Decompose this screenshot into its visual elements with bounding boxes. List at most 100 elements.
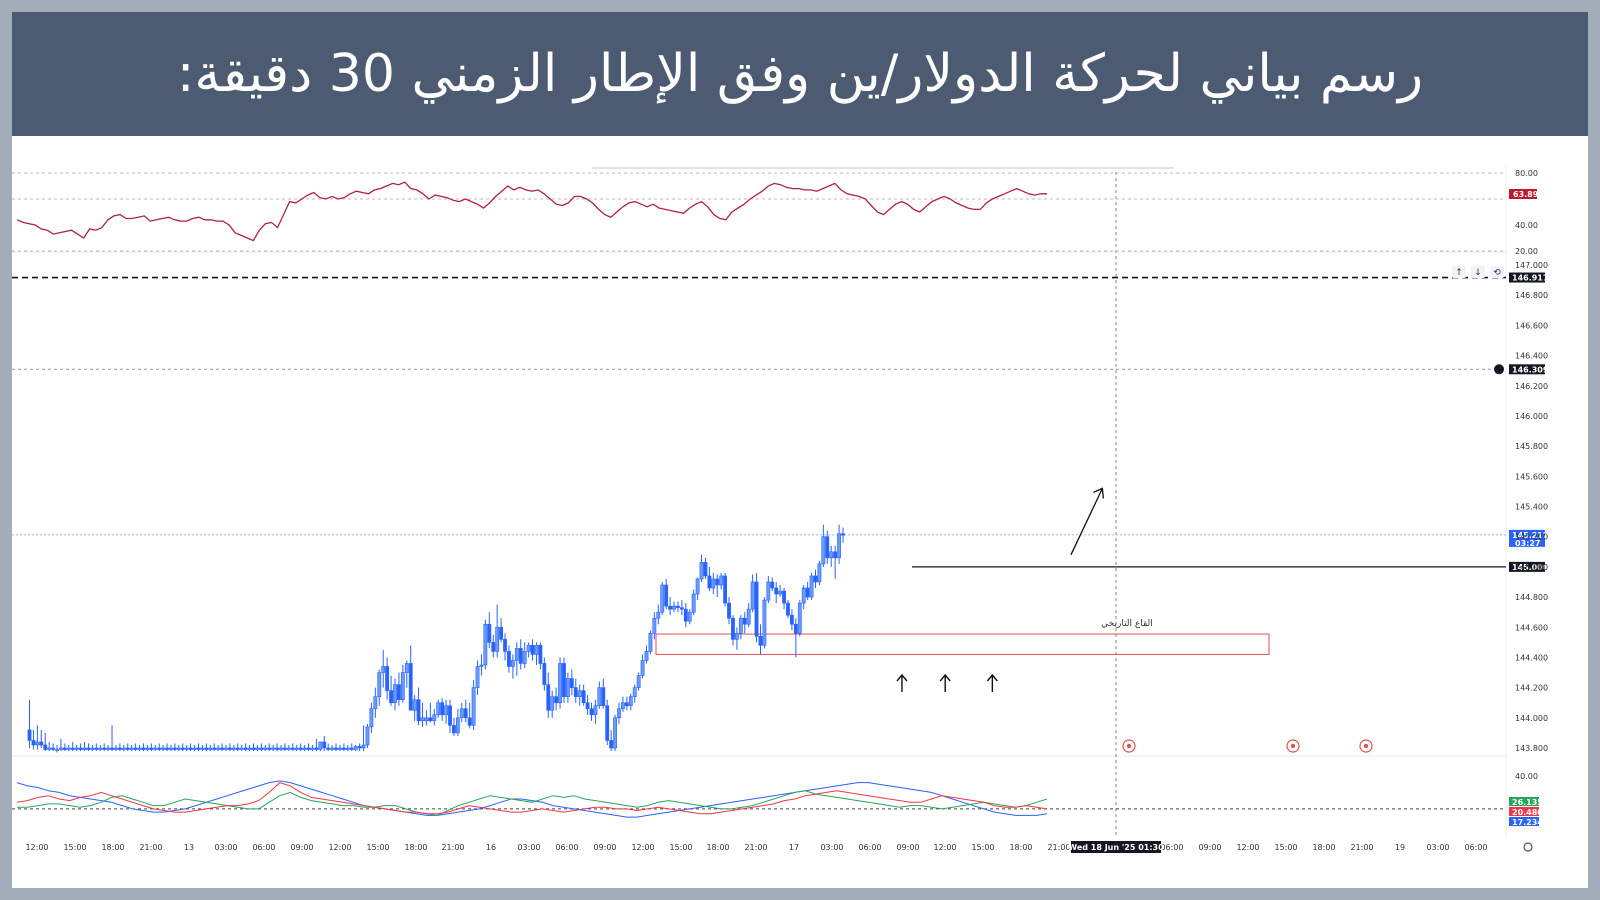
candle-body <box>70 747 75 750</box>
candle-body <box>141 747 146 750</box>
candle-body <box>294 747 299 750</box>
candle-body <box>550 696 555 711</box>
candle-body <box>290 747 295 750</box>
candle-body <box>499 626 504 640</box>
candle-body <box>314 747 319 750</box>
candle-body <box>805 587 810 598</box>
candle-body <box>782 590 786 604</box>
candle-body <box>467 717 472 726</box>
candle-body <box>566 678 570 697</box>
trend-arrow-head <box>1093 487 1105 499</box>
price-tick-label: 145.600 <box>1515 472 1548 481</box>
price-tick-label: 145.200 <box>1515 533 1548 542</box>
candle-body <box>841 533 845 536</box>
candle-body <box>369 708 374 728</box>
candle-body <box>326 747 331 750</box>
time-tick-label: 15:00 <box>63 843 86 852</box>
candle-body <box>39 741 44 746</box>
candle-body <box>644 651 649 661</box>
zone-label: القاع التاريخي <box>1101 619 1153 629</box>
candle-body <box>613 717 617 749</box>
dmi-tag <box>1509 797 1539 806</box>
candle-body <box>605 705 610 741</box>
dmi-line-plus_di <box>17 790 1048 816</box>
frame: رسم بياني لحركة الدولار/ين وفق الإطار ال… <box>12 12 1588 888</box>
time-tick-label: 06:00 <box>555 843 578 852</box>
candle-body <box>668 605 672 610</box>
candle-body <box>279 747 283 750</box>
time-tick-label: 03:00 <box>820 843 843 852</box>
price-axis: 147.000 146.800 146.600 146.400 146.200 146.0… <box>1515 261 1548 753</box>
candle-body <box>632 687 637 697</box>
candle-body <box>707 575 712 589</box>
candle-body <box>184 747 189 750</box>
candle-body <box>597 687 602 707</box>
rsi-pane: 80.00 40.00 20.00 63.89 <box>12 169 1539 256</box>
candle-body <box>196 747 201 750</box>
candle-body <box>518 648 523 664</box>
candle-body <box>231 747 236 750</box>
arrow-down-button[interactable] <box>1471 266 1485 278</box>
candle-body <box>479 664 484 667</box>
time-tick-label: 12:00 <box>631 843 654 852</box>
time-tick-label: 21:00 <box>139 843 162 852</box>
time-tick-label: 12:00 <box>933 843 956 852</box>
price-tick-label: 146.800 <box>1515 291 1548 300</box>
candle-body <box>817 563 822 583</box>
candle-body <box>385 666 390 691</box>
candle-body <box>412 699 417 711</box>
candle-body <box>593 705 598 716</box>
candle-body <box>145 747 150 750</box>
trading-chart[interactable]: 80.00 40.00 20.00 63.89 146.917 146.309 145.0… <box>12 136 1588 888</box>
candle-body <box>660 584 665 613</box>
candle-body <box>125 747 130 750</box>
rsi-current-label: 63.89 <box>1513 190 1539 199</box>
candle-body <box>338 747 342 750</box>
time-tick-label: 21:00 <box>441 843 464 852</box>
candle-body <box>734 632 739 640</box>
candle-body <box>239 747 244 750</box>
candle-body <box>283 747 287 750</box>
candle-body <box>180 747 185 750</box>
candle-body <box>522 651 527 664</box>
chart-title: رسم بياني لحركة الدولار/ين وفق الإطار ال… <box>176 44 1424 104</box>
candle-body <box>679 607 684 610</box>
candle-body <box>102 747 107 750</box>
candle-body <box>353 746 358 750</box>
time-tick-label: 03:00 <box>214 843 237 852</box>
arrow-up-button[interactable] <box>1452 266 1466 278</box>
candle-body <box>526 645 531 652</box>
candle-body <box>636 675 641 688</box>
candle-body <box>397 684 401 701</box>
time-tick-label: 16 <box>486 843 496 852</box>
candle-body <box>208 747 213 750</box>
candle-body <box>59 747 63 750</box>
candle-body <box>43 744 48 750</box>
reset-icon: ⟲ <box>1493 268 1501 278</box>
candle-body <box>797 602 802 634</box>
candle-body <box>263 747 268 750</box>
candle-body <box>117 747 122 750</box>
candle-body <box>310 747 315 750</box>
candle-body <box>746 608 751 625</box>
reset-button[interactable] <box>1490 266 1504 278</box>
candle-body <box>381 666 386 673</box>
arrow-down-icon: ↓ <box>1474 268 1482 278</box>
candle-body <box>322 741 327 749</box>
candle-body <box>306 747 311 750</box>
candle-body <box>149 747 154 750</box>
gear-icon[interactable] <box>1523 842 1533 852</box>
price-tick-label: 147.000 <box>1515 261 1548 270</box>
time-axis: 12:00 15:00 18:00 21:00 13 03:00 06:00 09:00 12:… <box>25 841 1488 853</box>
rsi-tick-label: 20.00 <box>1515 247 1538 256</box>
candle-body <box>491 642 496 652</box>
candle-body <box>420 717 425 722</box>
candle-body <box>66 747 71 750</box>
dmi-tag-label: 17.234 <box>1512 818 1543 827</box>
candle-body <box>200 747 205 750</box>
candle-body <box>487 623 492 643</box>
candle-body <box>408 663 413 711</box>
candle-body <box>821 536 826 565</box>
candle-body <box>235 747 240 750</box>
